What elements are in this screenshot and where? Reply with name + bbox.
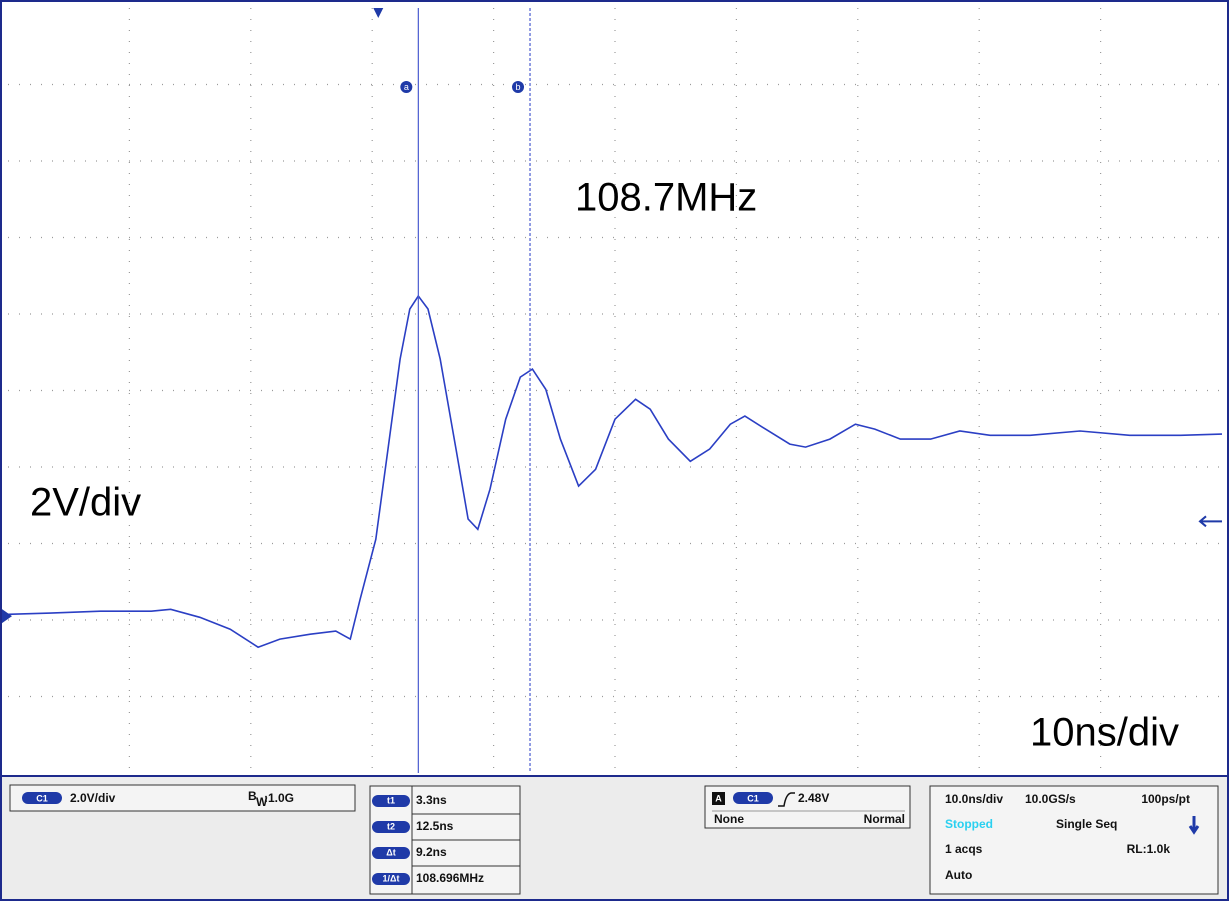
pill [372, 847, 410, 859]
run-state: Stopped [945, 817, 993, 831]
trigger-level-marker [1198, 515, 1222, 528]
trigger-type: Auto [945, 868, 972, 882]
readout-name: Δt [386, 847, 395, 857]
bw-symbol: B [248, 789, 257, 803]
cursor-label: a [404, 82, 409, 92]
channel-scale: 2.0V/div [70, 791, 116, 805]
bw-sub: W [256, 795, 268, 809]
arrow-icon [1188, 816, 1200, 835]
readout-name: t2 [387, 821, 395, 831]
horizontal-scale-annotation: 10ns/div [1030, 711, 1179, 755]
cursor-badge [512, 81, 525, 93]
trigger-mode: A [715, 793, 722, 803]
channel-box [9, 784, 356, 812]
trigger-level: 2.48V [798, 791, 829, 805]
pill [372, 795, 410, 807]
readout-name: 1/Δt [383, 873, 400, 883]
acquisition-box [929, 785, 1219, 895]
pill [372, 821, 410, 833]
ground-marker [2, 609, 12, 624]
vertical-scale-annotation: 2V/div [30, 481, 141, 525]
bw-value: :1.0G [264, 791, 294, 805]
trigger-mode-text: Normal [864, 812, 905, 826]
resolution: 100ps/pt [1141, 792, 1190, 806]
trigger-coupling: None [714, 812, 744, 826]
cursor-badge [400, 81, 413, 93]
trace [7, 294, 1223, 649]
pill [22, 792, 62, 804]
channel-name: C1 [36, 793, 48, 803]
record-length: RL:1.0k [1127, 842, 1171, 856]
pill [372, 873, 410, 885]
edge-icon [778, 792, 795, 807]
cursor-label: b [516, 82, 521, 92]
acq-count: 1 acqs [945, 842, 983, 856]
readout-name: t1 [387, 795, 395, 805]
sample-rate: 10.0GS/s [1025, 792, 1076, 806]
trigger-source: C1 [747, 793, 759, 803]
readout-value: 12.5ns [416, 819, 454, 833]
readout-value: 9.2ns [416, 845, 447, 859]
pill [733, 792, 773, 804]
trigger-mode-box [712, 792, 725, 805]
frequency-annotation: 108.7MHz [575, 176, 757, 220]
readout-value: 108.696MHz [416, 871, 484, 885]
readout-value: 3.3ns [416, 793, 447, 807]
timebase: 10.0ns/div [945, 792, 1003, 806]
sequence: Single Seq [1056, 817, 1117, 831]
trigger-position-marker [373, 8, 384, 18]
